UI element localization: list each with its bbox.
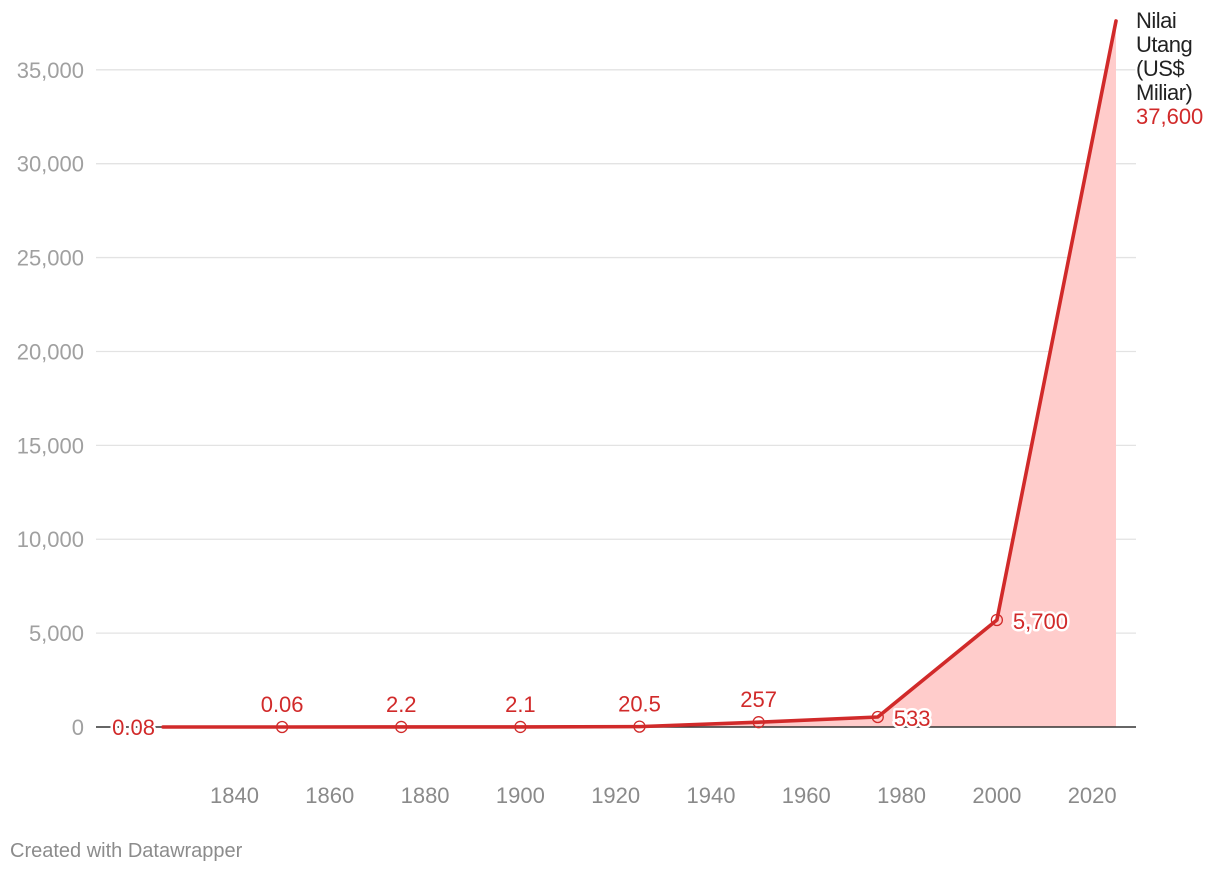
data-label: 533 [894, 706, 931, 731]
x-tick-label: 2000 [972, 783, 1021, 808]
y-tick-label: 5,000 [29, 621, 84, 646]
data-label: 257 [740, 687, 777, 712]
data-label: 37,600 [1136, 104, 1203, 129]
x-tick-label: 1940 [686, 783, 735, 808]
y-tick-label: 30,000 [17, 152, 84, 177]
x-tick-label: 1920 [591, 783, 640, 808]
data-label: 0.06 [261, 692, 304, 717]
y-tick-label: 20,000 [17, 339, 84, 364]
x-tick-label: 2020 [1068, 783, 1117, 808]
data-point-marker [395, 720, 408, 734]
data-point-marker [633, 720, 646, 733]
data-label: 20.5 [618, 692, 661, 717]
data-point-marker [752, 716, 765, 729]
series-name-line: Utang [1136, 32, 1192, 57]
y-tick-label: 35,000 [17, 58, 84, 83]
series-name-line: Nilai [1136, 8, 1176, 33]
x-tick-label: 1880 [401, 783, 450, 808]
y-tick-label: 0 [72, 715, 84, 740]
x-tick-label: 1860 [305, 783, 354, 808]
debt-area-fill [163, 21, 1116, 727]
data-labels: 0.08 0.06 2.2 2.1 20.5 257 533 5,700 37,600 [110, 102, 1206, 743]
data-label: 2.2 [386, 692, 417, 717]
series-name-line: Miliar) [1136, 80, 1192, 105]
x-axis-ticks: 1840 1860 1880 1900 1920 1940 1960 1980 2000 2020 [210, 783, 1117, 808]
y-tick-label: 15,000 [17, 433, 84, 458]
x-tick-label: 1900 [496, 783, 545, 808]
x-tick-label: 1960 [782, 783, 831, 808]
data-points [275, 613, 1004, 734]
x-tick-label: 1980 [877, 783, 926, 808]
debt-series-line [161, 19, 1118, 729]
data-label: 0.08 [112, 715, 155, 740]
data-point-marker [871, 710, 884, 724]
data-point-marker [514, 720, 527, 734]
series-name-line: (US$ [1136, 56, 1184, 81]
y-tick-label: 10,000 [17, 527, 84, 552]
y-tick-label: 25,000 [17, 246, 84, 271]
debt-chart: 0 5,000 10,000 15,000 20,000 25,000 30,000 35,0… [16, 6, 1206, 808]
data-label: 2.1 [505, 692, 536, 717]
credit-text: Created with Datawrapper [10, 840, 243, 862]
data-label: 5,700 [1013, 609, 1068, 634]
data-point-marker [275, 720, 289, 734]
y-axis-ticks: 0 5,000 10,000 15,000 20,000 25,000 30,000 35,0… [17, 58, 84, 740]
y-gridlines [96, 69, 1136, 634]
data-point-marker [990, 613, 1004, 627]
x-tick-label: 1840 [210, 783, 259, 808]
